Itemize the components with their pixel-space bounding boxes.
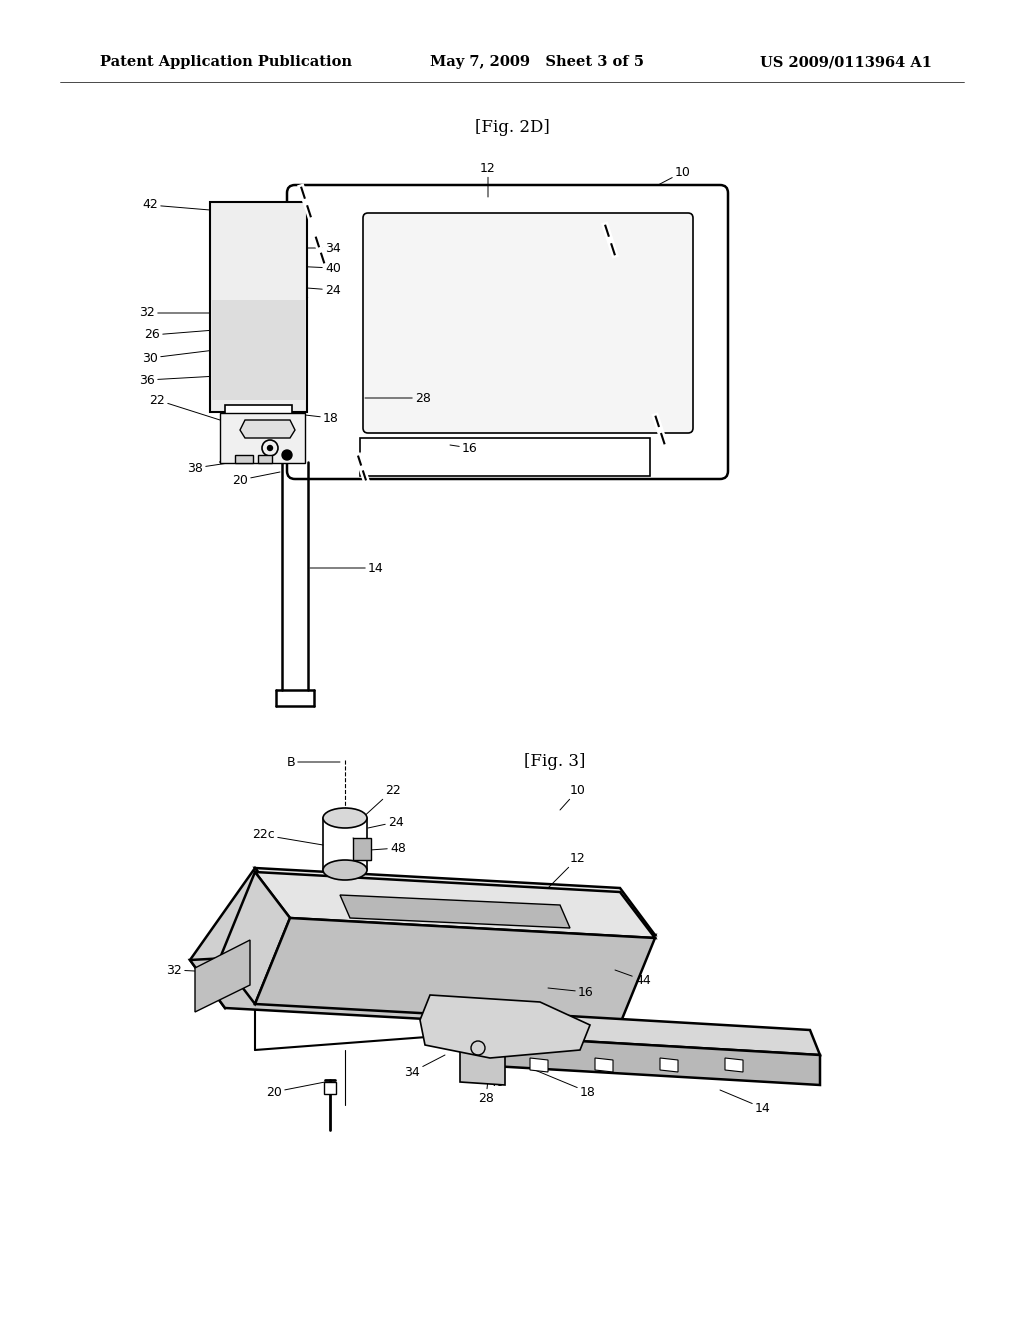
Text: [Fig. 2D]: [Fig. 2D] — [475, 120, 549, 136]
Polygon shape — [255, 869, 655, 935]
Text: 18: 18 — [305, 412, 339, 425]
Polygon shape — [255, 873, 655, 939]
FancyBboxPatch shape — [362, 213, 693, 433]
Polygon shape — [420, 995, 590, 1059]
Text: 12: 12 — [548, 851, 586, 888]
Text: Patent Application Publication: Patent Application Publication — [100, 55, 352, 69]
Text: 34: 34 — [404, 1055, 445, 1078]
Text: 16: 16 — [548, 986, 594, 998]
Text: 46: 46 — [488, 1060, 504, 1089]
Polygon shape — [465, 1010, 475, 1065]
Polygon shape — [220, 873, 290, 1005]
Polygon shape — [725, 1059, 743, 1072]
Bar — [212, 300, 305, 400]
Text: 18: 18 — [530, 1068, 596, 1098]
Bar — [353, 838, 371, 861]
Text: 26: 26 — [530, 1014, 565, 1027]
Text: 30: 30 — [142, 350, 215, 364]
Bar — [220, 413, 305, 463]
Text: 22: 22 — [360, 784, 400, 820]
Polygon shape — [190, 869, 290, 1008]
Text: 42: 42 — [142, 198, 210, 211]
Text: 40: 40 — [268, 261, 341, 275]
Bar — [225, 405, 292, 426]
Polygon shape — [460, 1010, 505, 1085]
Circle shape — [282, 450, 292, 459]
Text: 48: 48 — [370, 842, 406, 854]
Text: 36: 36 — [139, 374, 218, 387]
Text: 32: 32 — [166, 964, 215, 977]
Text: 26: 26 — [144, 329, 215, 342]
Text: 22: 22 — [150, 393, 220, 420]
Polygon shape — [475, 1035, 820, 1085]
Text: 38: 38 — [187, 462, 234, 474]
Text: 24: 24 — [268, 284, 341, 297]
Text: 14: 14 — [720, 1090, 771, 1114]
Text: 34: 34 — [268, 242, 341, 255]
Text: 16: 16 — [450, 441, 478, 454]
Bar — [210, 202, 307, 412]
Text: 28: 28 — [478, 1080, 494, 1105]
Text: 22c: 22c — [252, 829, 323, 845]
Text: 32: 32 — [139, 306, 210, 319]
Text: 44: 44 — [615, 970, 650, 986]
Text: 28: 28 — [365, 392, 431, 404]
Text: US 2009/0113964 A1: US 2009/0113964 A1 — [760, 55, 932, 69]
Bar — [234, 455, 253, 463]
Text: 12: 12 — [480, 161, 496, 197]
Polygon shape — [530, 1059, 548, 1072]
Polygon shape — [660, 1059, 678, 1072]
Text: 20: 20 — [266, 1082, 325, 1098]
Polygon shape — [240, 420, 295, 438]
Ellipse shape — [323, 861, 367, 880]
Text: 14: 14 — [310, 561, 384, 574]
FancyBboxPatch shape — [287, 185, 728, 479]
Text: 10: 10 — [658, 165, 691, 185]
Polygon shape — [465, 1010, 820, 1055]
Polygon shape — [255, 917, 655, 1024]
Text: 10: 10 — [560, 784, 586, 810]
Bar — [258, 455, 272, 463]
Text: [Fig. 3]: [Fig. 3] — [524, 754, 586, 771]
Ellipse shape — [323, 808, 367, 828]
Polygon shape — [340, 895, 570, 928]
Circle shape — [267, 446, 272, 450]
Polygon shape — [195, 940, 250, 1012]
Polygon shape — [595, 1059, 613, 1072]
Bar — [324, 1082, 336, 1094]
Text: May 7, 2009   Sheet 3 of 5: May 7, 2009 Sheet 3 of 5 — [430, 55, 644, 69]
Text: 24: 24 — [368, 816, 403, 829]
Bar — [360, 438, 650, 477]
Text: 20: 20 — [232, 473, 280, 487]
Polygon shape — [190, 935, 655, 1028]
Text: B: B — [287, 755, 340, 768]
